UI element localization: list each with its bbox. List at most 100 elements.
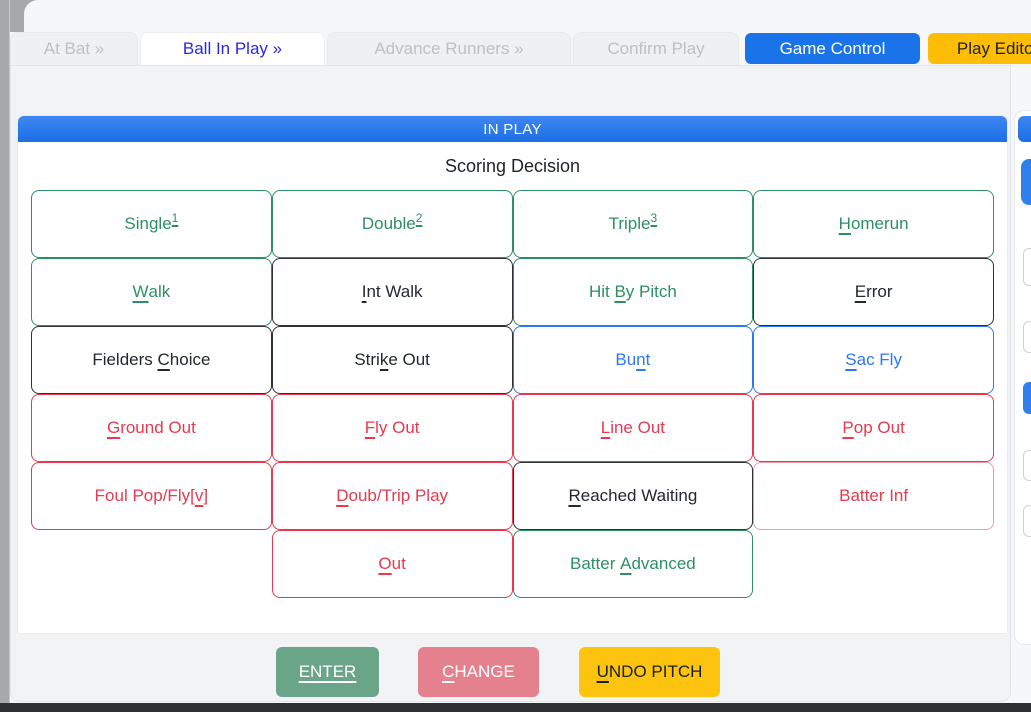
panel-subtitle: Scoring Decision	[444, 156, 581, 176]
play-button-pop-out-label: P	[842, 418, 854, 437]
play-button-sac-fly-label: ac Fly	[856, 350, 902, 369]
play-button-fly-out-label: F	[364, 418, 376, 437]
play-button-bunt[interactable]: Bu n t	[512, 326, 754, 394]
panel-header: IN PLAY	[18, 116, 1007, 142]
tab-at-bat[interactable]: At Bat »	[10, 32, 138, 65]
play-button-strike-out[interactable]: Stri k e Out	[271, 326, 513, 394]
play-button-triple3-label: Triple	[608, 214, 651, 233]
play-button-ground-out-label: G	[106, 418, 121, 437]
right-panel-blue-button-stub[interactable]	[1023, 382, 1031, 414]
play-button-sac-fly-label: S	[845, 350, 857, 369]
play-button-homerun-label: H	[838, 214, 851, 233]
right-panel-button-stub[interactable]	[1023, 450, 1031, 481]
play-button-hit-by-pitch-label: y Pitch	[625, 282, 677, 301]
grid-spacer	[31, 530, 272, 598]
action-button-change-label: C	[442, 662, 455, 681]
play-button-reached-waiting-label: R	[568, 486, 581, 505]
left-edge-strip	[0, 0, 10, 712]
play-button-foul-pop-fly-v-label: v	[194, 486, 204, 505]
play-button-single1-label: Single	[124, 214, 172, 233]
right-panel-clipped	[1014, 110, 1031, 645]
play-button-error-label: E	[854, 282, 867, 301]
play-button-out-label: O	[378, 554, 392, 573]
play-button-single1-sup: 1	[171, 211, 179, 225]
action-button-undo-pitch-label: NDO PITCH	[608, 662, 703, 681]
play-button-line-out-label: L	[600, 418, 611, 437]
tab-ball-in-play[interactable]: Ball In Play »	[140, 32, 325, 65]
play-button-out-label: ut	[391, 554, 406, 573]
in-play-panel: IN PLAY Scoring Decision Single 1 Double 2 T…	[18, 116, 1007, 633]
play-button-batter-advanced-label: Batter	[570, 554, 621, 573]
action-button-undo-pitch[interactable]: U NDO PITCH	[579, 647, 720, 697]
top-surface	[24, 0, 1031, 32]
right-panel-button-stub[interactable]	[1023, 321, 1031, 353]
play-button-line-out-label: ine Out	[610, 418, 666, 437]
play-button-triple3[interactable]: Triple 3	[512, 190, 754, 258]
play-button-int-walk-label: nt Walk	[366, 282, 423, 301]
tab-confirm-play[interactable]: Confirm Play	[573, 32, 739, 65]
right-panel-button-stub[interactable]	[1023, 248, 1031, 286]
bottom-edge-strip	[0, 703, 1031, 712]
play-button-batter-advanced-label: dvanced	[631, 554, 696, 573]
play-button-bunt-label: t	[645, 350, 651, 369]
play-button-hit-by-pitch-label: Hit	[588, 282, 615, 301]
play-button-foul-pop-fly-v-label: ]	[203, 486, 209, 505]
play-button-pop-out-label: op Out	[853, 418, 905, 437]
action-bar: ENTER C HANGE U NDO PITCH	[11, 647, 1010, 697]
tab-game-control[interactable]: Game Control	[745, 33, 920, 64]
right-panel-blue-button[interactable]	[1021, 159, 1031, 205]
play-button-doub-trip-play-label: oub/Trip Play	[348, 486, 449, 505]
play-button-strike-out-label: Stri	[354, 350, 380, 369]
tab-bar: At Bat » Ball In Play » Advance Runners » C…	[10, 32, 1031, 65]
ball-in-play-card: IN PLAY Scoring Decision Single 1 Double 2 T…	[10, 65, 1011, 702]
play-button-homerun-label: omerun	[850, 214, 909, 233]
play-button-fly-out-label: ly Out	[375, 418, 420, 437]
play-button-walk-label: alk	[148, 282, 171, 301]
play-button-reached-waiting-label: eached Waiting	[580, 486, 698, 505]
tab-advance-runners[interactable]: Advance Runners »	[327, 32, 571, 65]
action-button-change[interactable]: C HANGE	[418, 647, 539, 697]
action-button-undo-pitch-label: U	[596, 662, 609, 681]
play-button-foul-pop-fly-v-label: Foul Pop/Fly[	[94, 486, 195, 505]
play-button-fielders-choice-label: hoice	[169, 350, 211, 369]
grid-spacer	[753, 530, 994, 598]
play-button-double2-sup: 2	[415, 211, 423, 225]
play-button-double2-label: Double	[361, 214, 416, 233]
play-button-walk-label: W	[132, 282, 149, 301]
play-button-error-label: rror	[866, 282, 893, 301]
action-button-enter[interactable]: ENTER	[276, 647, 379, 697]
play-button-hit-by-pitch-label: B	[614, 282, 626, 301]
play-button-bunt-label: n	[636, 350, 646, 369]
right-panel-button-stub[interactable]	[1023, 505, 1031, 537]
right-panel-header	[1018, 116, 1031, 142]
play-button-batter-inf[interactable]: Batter Inf	[753, 462, 994, 530]
play-button-single1[interactable]: Single 1	[31, 190, 272, 258]
play-button-strike-out-label: e Out	[388, 350, 430, 369]
tab-play-editor[interactable]: Play Editor	[928, 33, 1031, 64]
play-button-foul-pop-fly-v[interactable]: Foul Pop/Fly[v]	[31, 462, 272, 530]
play-button-triple3-sup: 3	[650, 211, 658, 225]
play-button-strike-out-label: k	[379, 350, 389, 369]
play-button-fielders-choice-label: Fielders	[92, 350, 158, 369]
play-button-int-walk-label: I	[361, 282, 367, 301]
action-button-enter-label: ENTER	[298, 662, 357, 681]
play-button-batter-inf-label: Batter Inf	[839, 486, 909, 505]
play-button-bunt-label: Bu	[615, 350, 637, 369]
play-button-double2[interactable]: Double 2	[271, 190, 513, 258]
